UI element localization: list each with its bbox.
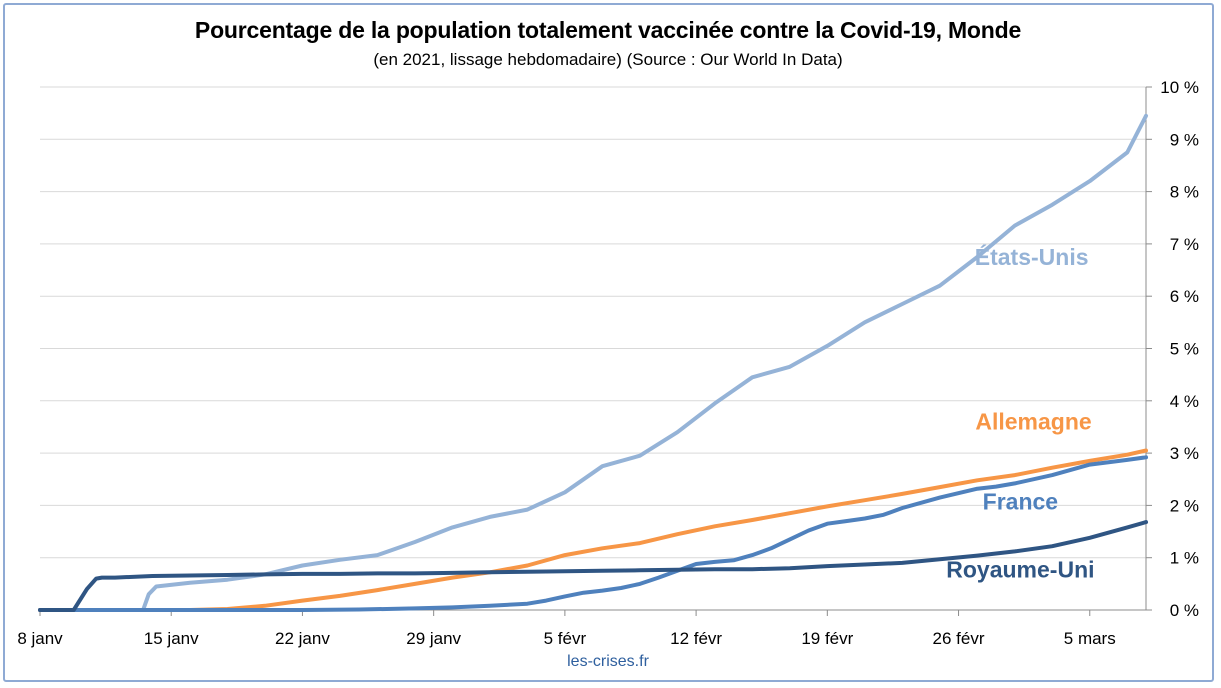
x-tick-label: 15 janv (144, 629, 199, 648)
y-tick-label: 6 % (1170, 287, 1199, 306)
series-label-4: Royaume-Uni (946, 557, 1094, 583)
chart-title: Pourcentage de la population totalement … (194, 17, 1022, 43)
series-line-2 (38, 448, 1148, 612)
series-lines (38, 113, 1148, 612)
x-tick-label: 12 févr (670, 629, 722, 648)
series-label-2: Allemagne (975, 409, 1091, 435)
y-tick-label: 3 % (1170, 444, 1199, 463)
x-tick-label: 29 janv (406, 629, 461, 648)
source-credit: les-crises.fr (567, 653, 649, 670)
y-tick-label: 5 % (1170, 340, 1199, 359)
x-tick-label: 8 janv (17, 629, 63, 648)
chart-subtitle: (en 2021, lissage hebdomadaire) (Source … (373, 50, 843, 69)
series-label-1: États-Unis (975, 243, 1089, 270)
y-tick-label: 9 % (1170, 130, 1199, 149)
series-labels: États-Unis Allemagne France Royaume-Uni (946, 243, 1094, 583)
y-tick-label: 0 % (1170, 601, 1199, 620)
chart-frame (3, 3, 1214, 682)
x-tick-label: 5 févr (544, 629, 587, 648)
series-label-3: France (983, 489, 1058, 515)
y-tick-label: 4 % (1170, 392, 1199, 411)
x-tick-label: 19 févr (801, 629, 853, 648)
series-line-1 (38, 113, 1148, 612)
y-tick-label: 10 % (1160, 78, 1199, 97)
x-tick-label: 5 mars (1064, 629, 1116, 648)
y-tick-label: 7 % (1170, 235, 1199, 254)
x-tick-label: 26 févr (933, 629, 985, 648)
y-tick-label: 1 % (1170, 549, 1199, 568)
series-line-4 (38, 520, 1148, 612)
series-line-3 (38, 455, 1148, 612)
gridlines (40, 86, 1146, 559)
y-tick-label: 2 % (1170, 496, 1199, 515)
axes: 0 % 1 % 2 % 3 % 4 % 5 % 6 % 7 % 8 % 9 % 10 % 8 janv… (17, 78, 1199, 648)
x-tick-label: 22 janv (275, 629, 330, 648)
y-tick-label: 8 % (1170, 183, 1199, 202)
